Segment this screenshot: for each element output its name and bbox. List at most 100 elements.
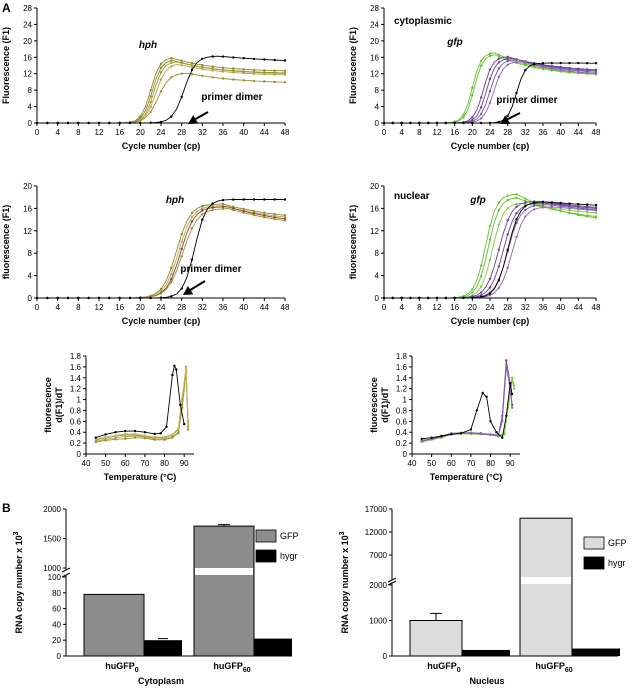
data-point	[201, 57, 204, 60]
data-point	[497, 55, 500, 58]
data-point	[124, 429, 127, 433]
x-tick-label: 28	[503, 303, 512, 312]
data-point	[550, 204, 553, 207]
data-point	[159, 66, 163, 70]
data-point	[505, 359, 508, 362]
data-point	[568, 61, 571, 65]
x-tick-label: 70	[140, 459, 149, 468]
data-point	[594, 211, 598, 214]
bar-break-gap	[521, 577, 571, 584]
data-point	[170, 61, 173, 64]
data-point	[533, 62, 536, 66]
x-axis-label: Temperature (°C)	[430, 472, 502, 482]
data-point	[35, 121, 39, 125]
y-axis-label-exponent: 3	[339, 531, 346, 535]
data-point	[128, 296, 132, 300]
data-point	[114, 434, 117, 437]
series-line-primer dimer	[421, 383, 513, 440]
data-point	[440, 434, 443, 438]
y-tick-label: 28	[23, 4, 32, 13]
data-point	[512, 387, 516, 390]
x-tick-label: 90	[506, 459, 515, 468]
x-tick-label: 36	[539, 303, 548, 312]
data-point	[165, 425, 168, 428]
y-tick-label: 1000	[43, 564, 61, 573]
data-point	[501, 420, 504, 423]
data-point	[485, 395, 488, 398]
data-point	[273, 80, 276, 84]
series-line-primer dimer	[95, 364, 185, 439]
data-point	[506, 266, 509, 269]
data-point	[124, 432, 127, 436]
data-point	[497, 286, 500, 290]
data-point	[124, 437, 127, 440]
y-axis-label: fluorescenced(F1)/dT	[369, 377, 390, 433]
x-tick-label: 32	[198, 128, 207, 137]
chart-a6: 40 50 60 70 80 90 0 0.2 0.4 0.6 0.81 1.2 1.4 1.6 1.8 Te…	[369, 352, 520, 482]
data-point	[524, 69, 527, 72]
data-point	[133, 432, 137, 436]
category-label-subscript: 0	[135, 667, 139, 674]
y-tick-label: 1000	[369, 617, 387, 626]
series-line-gfp-g	[421, 377, 515, 442]
x-tick-label: 4	[399, 128, 404, 137]
series-line-hph-4	[95, 367, 189, 440]
data-point	[559, 209, 562, 213]
data-point	[139, 121, 142, 125]
data-point	[159, 287, 163, 291]
data-point	[471, 121, 474, 125]
x-tick-label: 48	[281, 303, 290, 312]
data-point	[577, 207, 580, 211]
data-point	[510, 376, 514, 379]
series-line-hph-3	[37, 206, 286, 299]
data-point	[273, 73, 276, 76]
x-tick-label: 28	[503, 128, 512, 137]
chart-b2: 0 1000 2000 7000 12000 17000 RNA copy number x…	[339, 505, 627, 686]
data-point	[506, 219, 509, 222]
data-point	[149, 110, 152, 114]
y-axis-label: Fluorescence (F1)	[1, 27, 11, 104]
data-point	[506, 57, 509, 60]
data-point	[221, 207, 225, 210]
y-tick-label: 1	[403, 396, 408, 405]
data-point	[503, 433, 506, 436]
category-label-text: huGFP	[535, 661, 565, 671]
y-tick-label: 4	[28, 103, 33, 112]
y-axis-label: fluorescence (F1)	[348, 205, 358, 280]
data-point	[242, 68, 245, 71]
legend-label: hygr	[608, 558, 626, 568]
data-point	[252, 214, 256, 217]
y-axis-label-text: RNA copy number x 10	[14, 535, 24, 633]
category-label-text: huGFP	[213, 661, 243, 671]
data-point	[201, 67, 204, 71]
y-axis-label-line: fluorescence	[369, 377, 379, 433]
y-axis-label: RNA copy number x 103	[13, 531, 24, 633]
data-point	[488, 294, 492, 297]
x-tick-label: 8	[76, 303, 81, 312]
x-tick-label: 50	[427, 459, 436, 468]
x-tick-label: 44	[260, 303, 269, 312]
data-point	[232, 205, 235, 208]
x-tick-label: 24	[157, 128, 166, 137]
data-point	[453, 296, 456, 300]
y-tick-label: 12	[370, 227, 379, 236]
data-point	[242, 57, 245, 60]
data-point	[568, 207, 571, 210]
data-point	[497, 265, 500, 268]
data-point	[501, 436, 504, 439]
data-point	[586, 62, 589, 65]
data-point	[586, 71, 589, 75]
y-tick-label: 20	[23, 182, 32, 191]
x-tick-label: 40	[82, 459, 91, 468]
data-point	[471, 291, 474, 294]
y-tick-label: 1.6	[396, 363, 408, 372]
data-point	[211, 69, 214, 72]
data-point	[481, 391, 484, 395]
data-point	[480, 295, 483, 299]
y-tick-label: 0.4	[70, 428, 82, 437]
data-point	[444, 296, 447, 300]
data-point	[242, 211, 245, 214]
x-tick-label: 48	[281, 128, 290, 137]
data-point	[97, 296, 101, 300]
